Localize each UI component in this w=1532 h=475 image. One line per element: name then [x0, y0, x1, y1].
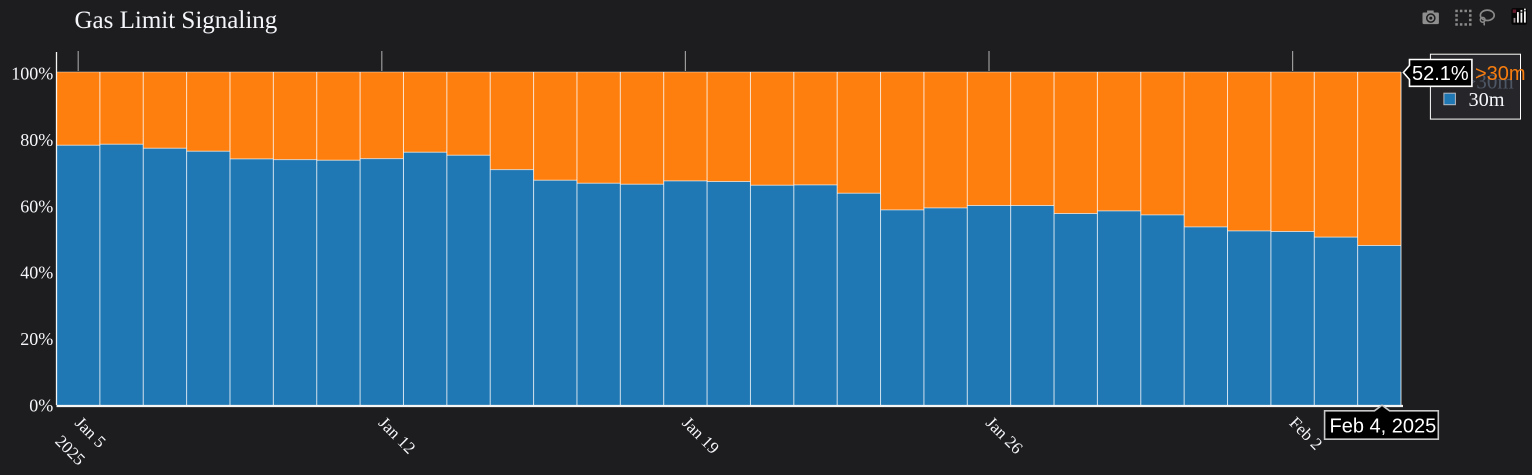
svg-text:20%: 20% [20, 329, 53, 349]
svg-text:100%: 100% [11, 63, 53, 83]
svg-text:0%: 0% [29, 396, 53, 416]
svg-text:80%: 80% [20, 130, 53, 150]
svg-text:>30m: >30m [1475, 63, 1526, 85]
svg-text:Feb 4, 2025: Feb 4, 2025 [1330, 416, 1437, 438]
svg-text:Gas Limit Signaling: Gas Limit Signaling [75, 7, 278, 34]
svg-text:52.1%: 52.1% [1412, 63, 1469, 85]
svg-text:60%: 60% [20, 196, 53, 216]
svg-text:40%: 40% [20, 263, 53, 283]
svg-text:30m: 30m [1469, 89, 1505, 111]
